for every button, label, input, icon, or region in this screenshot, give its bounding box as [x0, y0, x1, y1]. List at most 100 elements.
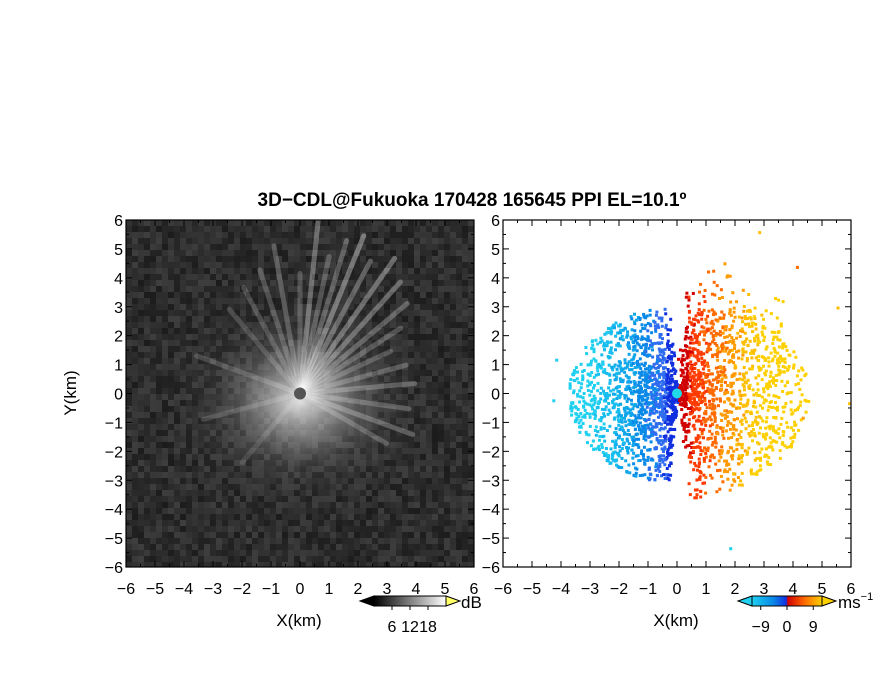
velocity-pixel: [706, 327, 710, 331]
reflectivity-pixel: [162, 274, 168, 280]
velocity-pixel: [647, 417, 651, 421]
reflectivity-pixel: [168, 550, 174, 556]
reflectivity-pixel: [162, 484, 168, 490]
reflectivity-pixel: [150, 310, 156, 316]
reflectivity-pixel: [450, 256, 456, 262]
velocity-pixel: [627, 341, 630, 345]
reflectivity-pixel: [132, 286, 138, 292]
reflectivity-pixel: [216, 496, 222, 502]
velocity-pixel: [741, 383, 745, 387]
reflectivity-pixel: [144, 442, 150, 448]
reflectivity-pixel: [150, 298, 156, 304]
reflectivity-pixel: [138, 298, 144, 304]
reflectivity-pixel: [366, 502, 372, 508]
reflectivity-pixel: [126, 280, 132, 286]
reflectivity-pixel: [408, 514, 414, 520]
velocity-pixel: [645, 314, 649, 318]
velocity-pixel: [590, 346, 594, 350]
velocity-pixel: [628, 368, 632, 372]
reflectivity-pixel: [138, 472, 144, 478]
reflectivity-pixel: [390, 508, 396, 514]
velocity-pixel: [752, 351, 756, 355]
reflectivity-pixel: [192, 274, 198, 280]
velocity-pixel: [720, 310, 724, 314]
reflectivity-pixel: [468, 256, 474, 262]
velocity-pixel: [651, 355, 655, 359]
reflectivity-pixel: [234, 286, 240, 292]
velocity-pixel: [666, 381, 670, 385]
reflectivity-pixel: [426, 460, 432, 466]
velocity-pixel: [627, 446, 630, 450]
reflectivity-pixel: [288, 550, 294, 556]
velocity-pixel: [690, 380, 694, 384]
reflectivity-pixel: [186, 226, 192, 232]
reflectivity-pixel: [444, 304, 450, 310]
reflectivity-pixel: [354, 550, 360, 556]
velocity-pixel: [630, 328, 634, 332]
reflectivity-pixel: [180, 268, 186, 274]
reflectivity-pixel: [132, 508, 138, 514]
reflectivity-pixel: [426, 238, 432, 244]
velocity-pixel: [682, 413, 686, 417]
reflectivity-pixel: [276, 262, 282, 268]
reflectivity-pixel: [390, 250, 396, 256]
velocity-pixel: [610, 351, 614, 355]
velocity-pixel: [791, 411, 795, 415]
reflectivity-pixel: [270, 226, 276, 232]
reflectivity-pixel: [186, 304, 192, 310]
reflectivity-pixel: [222, 490, 228, 496]
velocity-pixel: [638, 384, 642, 388]
reflectivity-pixel: [216, 286, 222, 292]
velocity-pixel: [717, 404, 720, 408]
velocity-pixel: [661, 337, 664, 341]
reflectivity-pixel: [228, 556, 234, 562]
reflectivity-pixel: [246, 256, 252, 262]
velocity-pixel: [663, 412, 667, 416]
reflectivity-pixel: [234, 508, 240, 514]
reflectivity-pixel: [162, 526, 168, 532]
reflectivity-pixel: [306, 550, 312, 556]
velocity-pixel: [772, 346, 776, 350]
reflectivity-pixel: [252, 268, 258, 274]
reflectivity-pixel: [192, 526, 198, 532]
reflectivity-pixel: [234, 514, 240, 520]
velocity-pixel: [703, 359, 707, 363]
reflectivity-pixel: [180, 334, 186, 340]
reflectivity-pixel: [132, 268, 138, 274]
reflectivity-pixel: [132, 292, 138, 298]
reflectivity-pixel: [180, 508, 186, 514]
velocity-pixel: [685, 444, 689, 448]
reflectivity-pixel: [426, 220, 432, 226]
reflectivity-pixel: [138, 556, 144, 562]
reflectivity-pixel: [468, 430, 474, 436]
reflectivity-pixel: [414, 322, 420, 328]
reflectivity-pixel: [372, 514, 378, 520]
velocity-pixel: [712, 269, 716, 273]
reflectivity-pixel: [336, 508, 342, 514]
reflectivity-pixel: [198, 262, 204, 268]
reflectivity-pixel: [414, 484, 420, 490]
reflectivity-pixel: [162, 454, 168, 460]
reflectivity-pixel: [144, 346, 150, 352]
reflectivity-pixel: [342, 280, 348, 286]
reflectivity-pixel: [414, 238, 420, 244]
reflectivity-pixel: [402, 556, 408, 562]
reflectivity-pixel: [144, 298, 150, 304]
reflectivity-pixel: [462, 502, 468, 508]
velocity-pixel: [690, 323, 694, 326]
reflectivity-pixel: [438, 346, 444, 352]
reflectivity-pixel: [192, 226, 198, 232]
velocity-pixel: [775, 316, 779, 320]
reflectivity-pixel: [402, 232, 408, 238]
velocity-pixel: [704, 402, 708, 406]
reflectivity-pixel: [348, 286, 354, 292]
reflectivity-pixel: [216, 298, 222, 304]
reflectivity-pixel: [426, 472, 432, 478]
reflectivity-pixel: [384, 304, 390, 310]
reflectivity-pixel: [384, 250, 390, 256]
reflectivity-pixel: [168, 226, 174, 232]
reflectivity-pixel: [180, 478, 186, 484]
velocity-pixel: [591, 407, 595, 411]
reflectivity-pixel: [174, 232, 180, 238]
velocity-pixel: [795, 408, 799, 411]
